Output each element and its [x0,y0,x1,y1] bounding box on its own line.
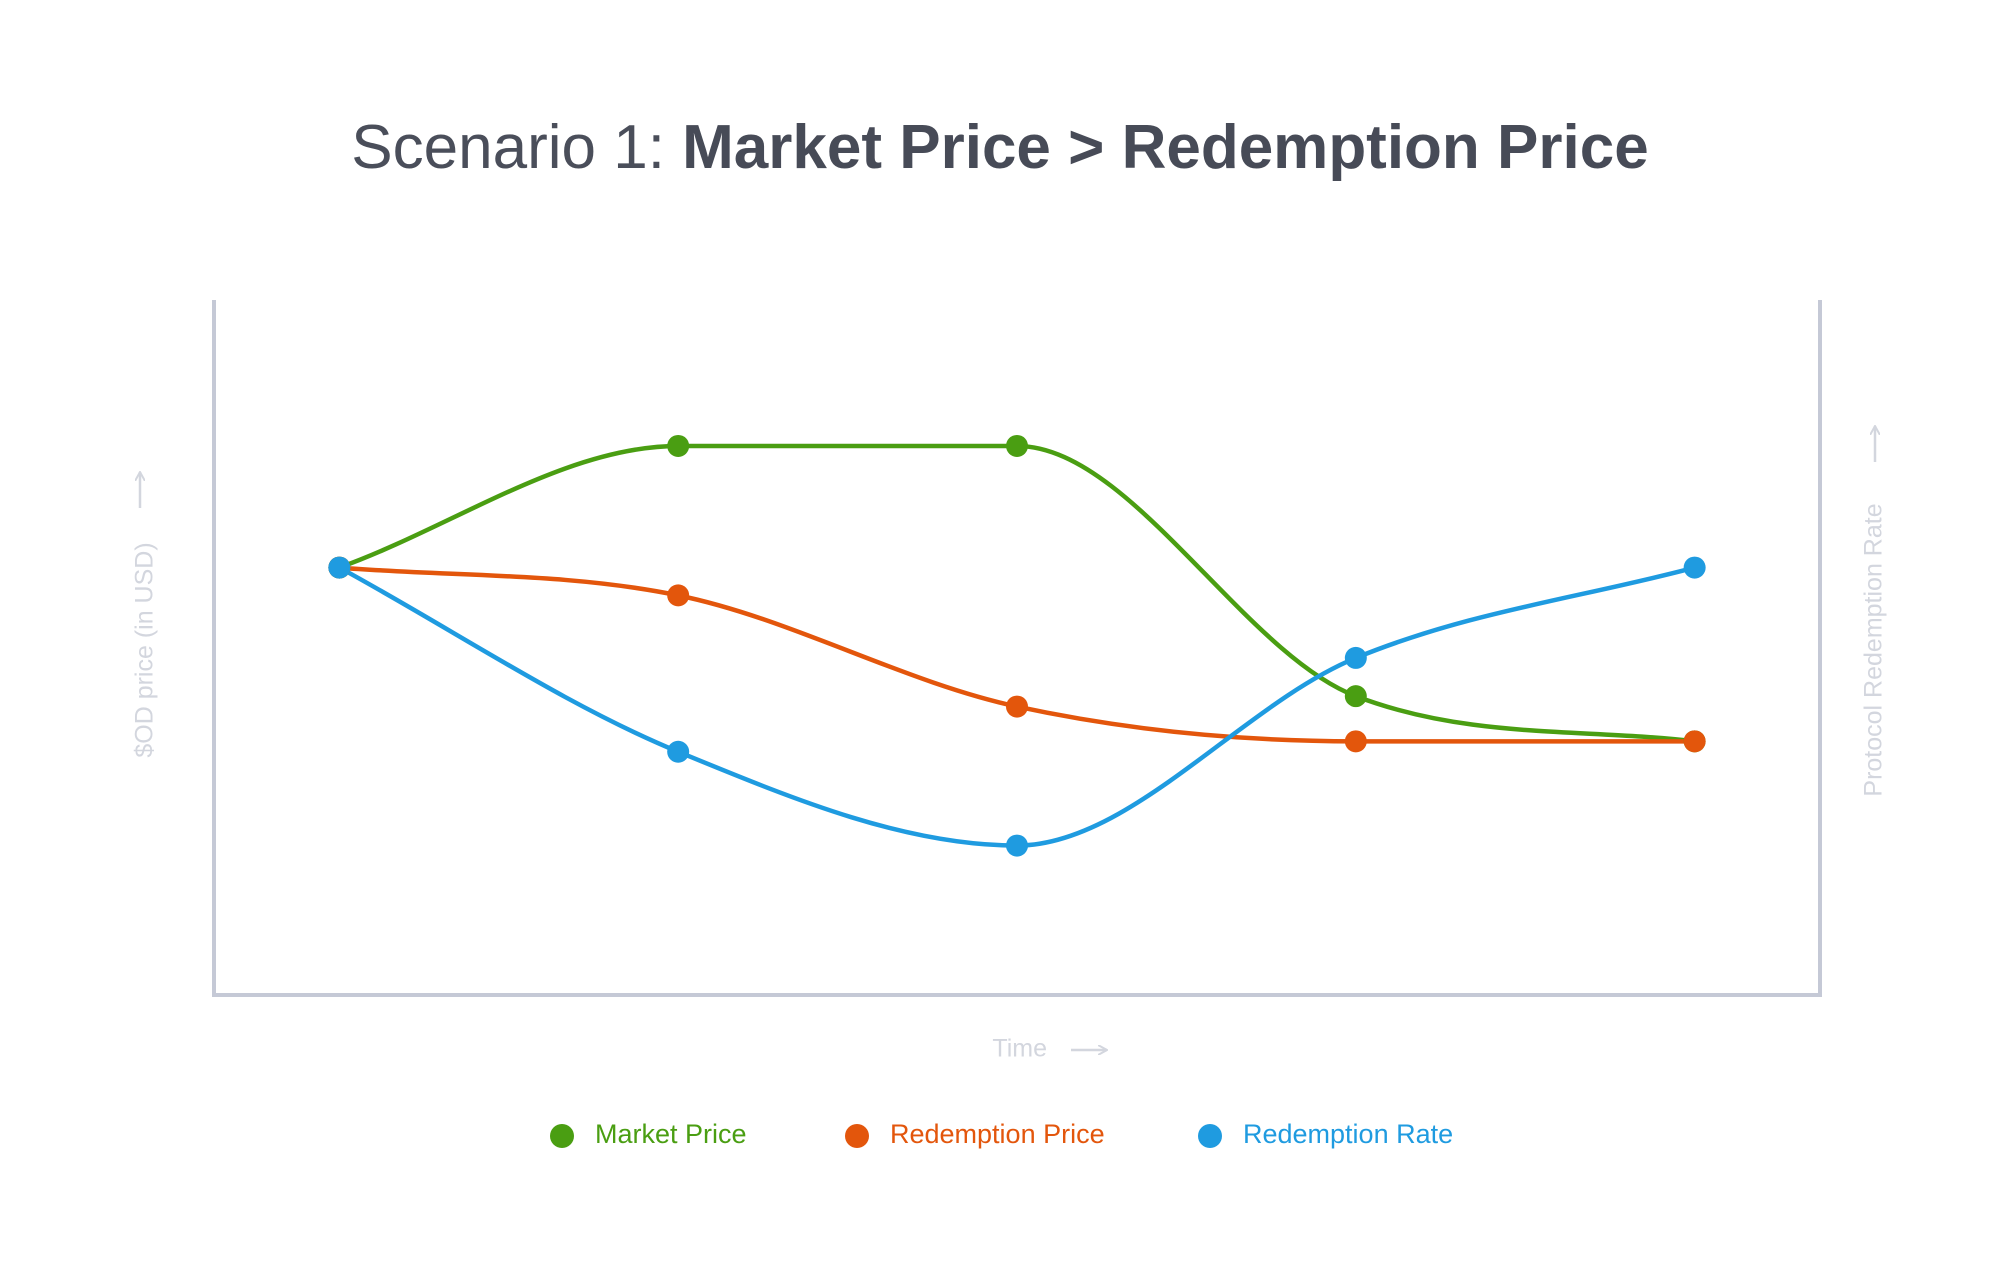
data-point-redemption-price-4 [1683,730,1706,753]
y-axis-right-label: Protocol Redemption Rate [1860,503,1888,796]
chart-title-emphasis: Market Price > Redemption Price [682,113,1649,182]
x-axis-label: Time [992,1035,1047,1063]
chart-title-prefix: Scenario 1: [351,113,683,182]
data-point-market-price-2 [1006,434,1028,457]
legend-label-redemption-price: Redemption Price [890,1119,1105,1149]
legend-label-redemption-rate: Redemption Rate [1243,1119,1453,1149]
data-point-redemption-price-1 [667,584,690,607]
data-point-redemption-price-2 [1006,695,1028,718]
legend-marker-redemption-rate [1198,1124,1222,1148]
legend-marker-redemption-price [845,1124,869,1148]
chart-title: Scenario 1: Market Price > Redemption Pr… [0,108,2000,188]
legend-label-market-price: Market Price [595,1119,747,1149]
data-point-market-price-1 [667,434,690,457]
legend-marker-market-price [550,1124,574,1148]
data-point-redemption-rate-1 [667,740,690,763]
data-point-market-price-3 [1344,685,1367,708]
legend: Market Price Redemption Price Redemption R… [550,1119,1453,1149]
data-point-redemption-rate-0 [328,556,351,579]
data-point-redemption-rate-3 [1344,646,1367,669]
y-axis-left-label: $OD price (in USD) [131,542,159,757]
data-point-redemption-rate-4 [1683,556,1706,579]
legend-item-redemption-price: Redemption Price [845,1119,1105,1149]
legend-item-market-price: Market Price [550,1119,747,1149]
legend-item-redemption-rate: Redemption Rate [1198,1119,1453,1149]
data-point-redemption-rate-2 [1006,834,1028,857]
data-point-redemption-price-3 [1344,730,1367,753]
series-layer [328,434,1706,857]
